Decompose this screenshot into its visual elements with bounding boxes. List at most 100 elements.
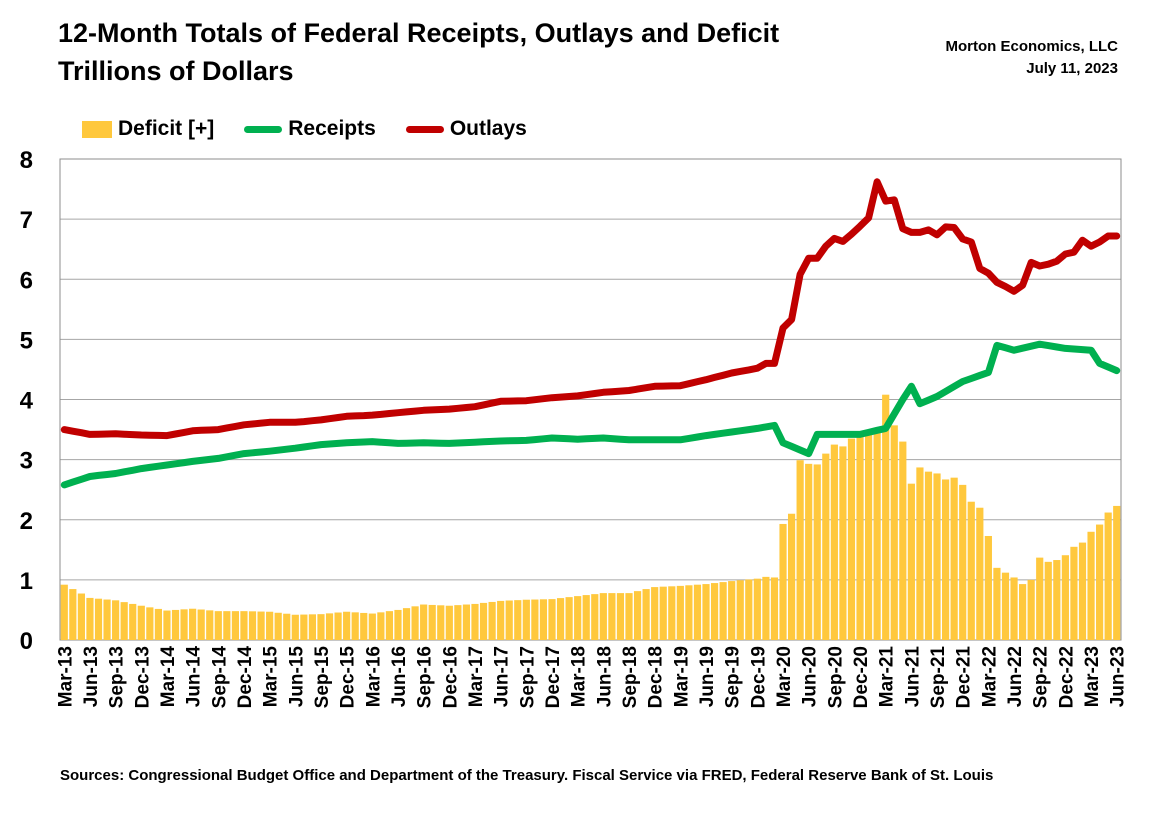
deficit-bar <box>514 600 522 640</box>
deficit-bar <box>94 598 103 640</box>
deficit-bar <box>1061 555 1069 640</box>
deficit-bar <box>180 609 188 640</box>
deficit-bar <box>120 602 128 640</box>
deficit-bar <box>505 600 513 640</box>
deficit-bar <box>556 598 565 640</box>
deficit-bar <box>770 577 779 640</box>
x-tick-label: Sep-16 <box>415 646 436 708</box>
deficit-bar <box>1113 505 1121 640</box>
deficit-bar <box>719 582 727 640</box>
deficit-bar <box>890 425 898 640</box>
deficit-bar <box>907 483 915 640</box>
deficit-bar <box>548 599 556 640</box>
y-tick-label-3: 3 <box>20 448 33 475</box>
deficit-bar <box>1001 572 1010 640</box>
deficit-bar <box>736 580 744 640</box>
deficit-bar <box>402 608 411 640</box>
deficit-bar <box>1010 577 1018 640</box>
x-tick-label: Mar-23 <box>1082 646 1103 707</box>
deficit-bar <box>582 595 590 640</box>
deficit-bar <box>728 581 736 640</box>
deficit-bar <box>445 605 453 640</box>
x-tick-label: Sep-22 <box>1031 646 1052 708</box>
x-tick-label: Mar-21 <box>877 646 898 708</box>
y-tick-label-6: 6 <box>20 267 33 294</box>
deficit-bar <box>959 484 967 640</box>
y-tick-label-7: 7 <box>20 207 33 234</box>
deficit-bar <box>197 609 205 640</box>
deficit-bar <box>813 464 821 640</box>
x-tick-label: Mar-13 <box>55 646 76 707</box>
deficit-bar <box>325 613 334 640</box>
chart-legend: Deficit [+] Receipts Outlays <box>82 117 557 141</box>
legend-swatch-outlays <box>405 125 444 133</box>
deficit-bar <box>437 605 445 640</box>
deficit-bar <box>882 394 890 640</box>
x-tick-label: Sep-14 <box>209 646 230 709</box>
x-tick-label: Dec-18 <box>646 646 667 708</box>
deficit-bar <box>163 610 171 640</box>
deficit-bar <box>420 604 428 640</box>
x-tick-label: Dec-22 <box>1056 646 1077 708</box>
deficit-bar <box>351 612 359 640</box>
x-tick-label: Dec-14 <box>235 646 256 709</box>
x-tick-label: Sep-20 <box>825 646 846 708</box>
deficit-bar <box>950 477 958 640</box>
x-tick-label: Jun-23 <box>1108 646 1129 707</box>
deficit-bar <box>283 613 291 640</box>
deficit-bar <box>599 593 607 640</box>
deficit-bar <box>830 444 838 640</box>
x-tick-label: Sep-15 <box>312 646 333 709</box>
deficit-bar <box>710 583 719 640</box>
deficit-bar <box>976 507 984 640</box>
x-tick-label: Jun-13 <box>81 646 102 707</box>
y-tick-label-4: 4 <box>20 388 34 415</box>
plot-frame <box>59 158 1122 641</box>
y-tick-label-1: 1 <box>20 568 33 595</box>
deficit-bar <box>308 614 317 640</box>
deficit-bar <box>873 429 881 640</box>
deficit-bar <box>693 584 702 640</box>
deficit-bar <box>146 607 154 640</box>
deficit-bar <box>454 605 462 640</box>
deficit-bar <box>394 609 402 640</box>
deficit-bar <box>702 584 710 640</box>
deficit-bar <box>539 599 548 640</box>
x-tick-label: Jun-20 <box>800 646 821 707</box>
deficit-bar <box>753 578 761 640</box>
deficit-bar <box>787 513 796 640</box>
x-tick-label: Mar-14 <box>158 646 179 708</box>
deficit-bar <box>112 600 120 640</box>
deficit-bar <box>651 587 659 640</box>
deficit-bar <box>248 611 257 640</box>
author-name: Morton Economics, LLC <box>945 38 1119 55</box>
deficit-bar <box>77 593 85 640</box>
deficit-bar <box>471 603 479 640</box>
deficit-bar <box>137 605 145 640</box>
deficit-bar <box>189 608 197 640</box>
deficit-bar <box>805 463 813 640</box>
x-tick-label: Sep-21 <box>928 646 949 709</box>
legend-swatch-receipts <box>244 125 283 133</box>
deficit-bar <box>360 612 368 640</box>
x-tick-label: Jun-21 <box>902 646 923 708</box>
legend-label-deficit: Deficit [+] <box>118 117 215 140</box>
x-tick-label: Sep-13 <box>107 646 128 708</box>
x-tick-label: Mar-16 <box>363 646 384 707</box>
deficit-bar <box>993 567 1001 640</box>
x-tick-label: Mar-15 <box>261 646 282 708</box>
x-tick-label: Mar-19 <box>671 646 692 707</box>
deficit-bar <box>1078 542 1087 640</box>
x-tick-label: Dec-19 <box>748 646 769 708</box>
deficit-bar <box>941 479 950 640</box>
deficit-bar <box>745 579 753 640</box>
deficit-bar <box>565 597 573 640</box>
deficit-bar <box>1053 560 1061 640</box>
legend-label-outlays: Outlays <box>449 117 527 140</box>
legend-item-outlays: Outlays <box>405 117 527 141</box>
deficit-bar <box>899 441 907 640</box>
deficit-bar <box>847 438 856 640</box>
deficit-bar <box>343 611 351 640</box>
x-tick-label: Mar-17 <box>466 646 487 707</box>
y-tick-label-5: 5 <box>20 327 33 354</box>
